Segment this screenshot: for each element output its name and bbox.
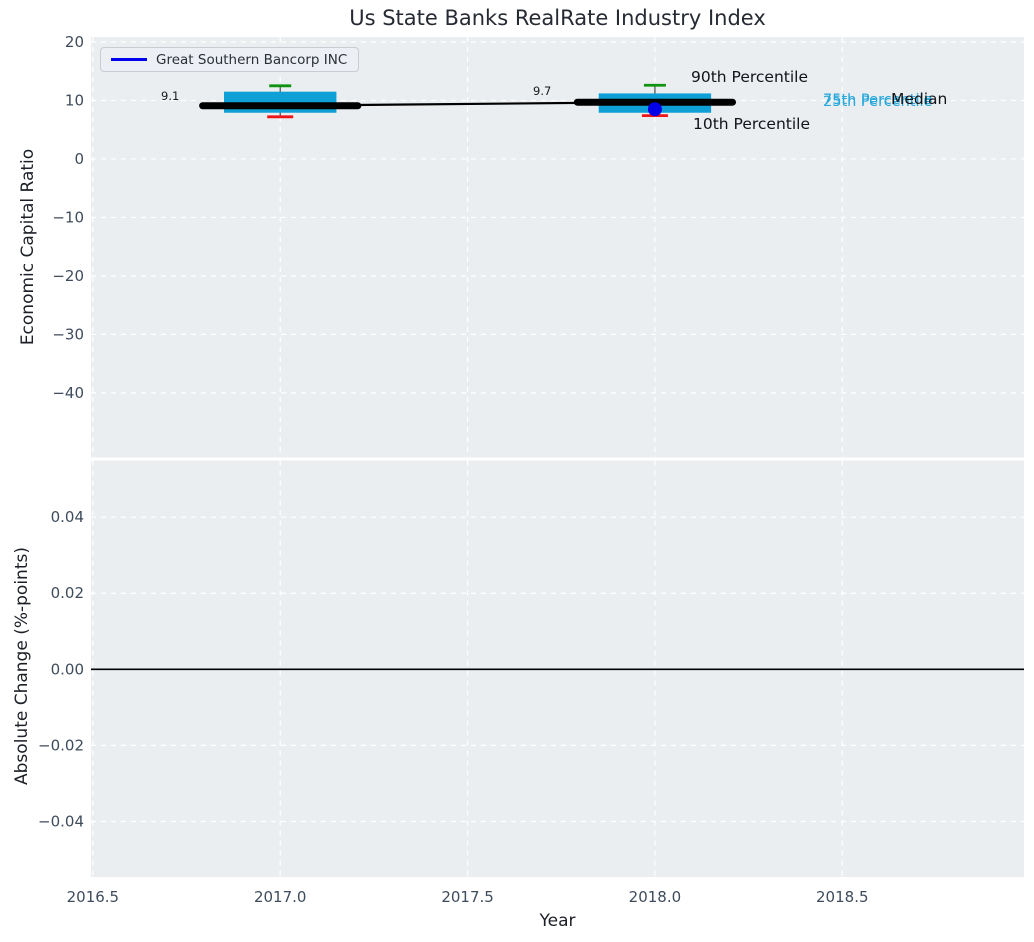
y-tick-label-top: −10 <box>52 208 84 226</box>
y-tick-label-bottom: −0.04 <box>38 812 84 830</box>
legend: Great Southern Bancorp INC <box>100 47 360 72</box>
x-tick-label: 2018.5 <box>816 888 869 906</box>
y-axis-label-top: Economic Capital Ratio <box>18 148 38 346</box>
x-tick-label: 2016.5 <box>67 888 120 906</box>
x-tick-label: 2017.0 <box>254 888 307 906</box>
y-tick-label-bottom: −0.02 <box>38 736 84 754</box>
annotation-median: Median <box>891 90 948 108</box>
annotation-25th-percentile: 25th Percentile <box>823 94 933 110</box>
company-marker-dot <box>647 102 662 117</box>
median-value-label-2017: 9.1 <box>161 89 180 103</box>
x-axis-label: Year <box>539 911 576 931</box>
x-tick-label: 2017.5 <box>441 888 494 906</box>
y-tick-label-top: −30 <box>52 325 84 343</box>
median-value-label-2018: 9.7 <box>533 84 552 98</box>
y-tick-label-top: 10 <box>65 91 84 109</box>
y-tick-label-top: 20 <box>65 33 84 51</box>
annotation-10th-percentile: 10th Percentile <box>693 115 811 133</box>
x-tick-label: 2018.0 <box>629 888 682 906</box>
y-tick-label-bottom: 0.02 <box>51 584 84 602</box>
y-tick-label-bottom: 0.00 <box>51 660 84 678</box>
y-tick-label-top: −20 <box>52 267 84 285</box>
y-tick-label-bottom: 0.04 <box>51 508 84 526</box>
chart-title: Us State Banks RealRate Industry Index <box>349 6 766 30</box>
y-axis-label-bottom: Absolute Change (%-points) <box>12 547 32 785</box>
legend-label: Great Southern Bancorp INC <box>156 51 348 68</box>
annotation-90th-percentile: 90th Percentile <box>691 68 809 86</box>
iqr-box-2017 <box>224 91 337 113</box>
y-tick-label-top: −40 <box>52 384 84 402</box>
legend-line-swatch <box>111 58 147 61</box>
annotation-75th-percentile: 75th Percentile <box>823 92 933 108</box>
y-tick-label-top: 0 <box>74 150 84 168</box>
